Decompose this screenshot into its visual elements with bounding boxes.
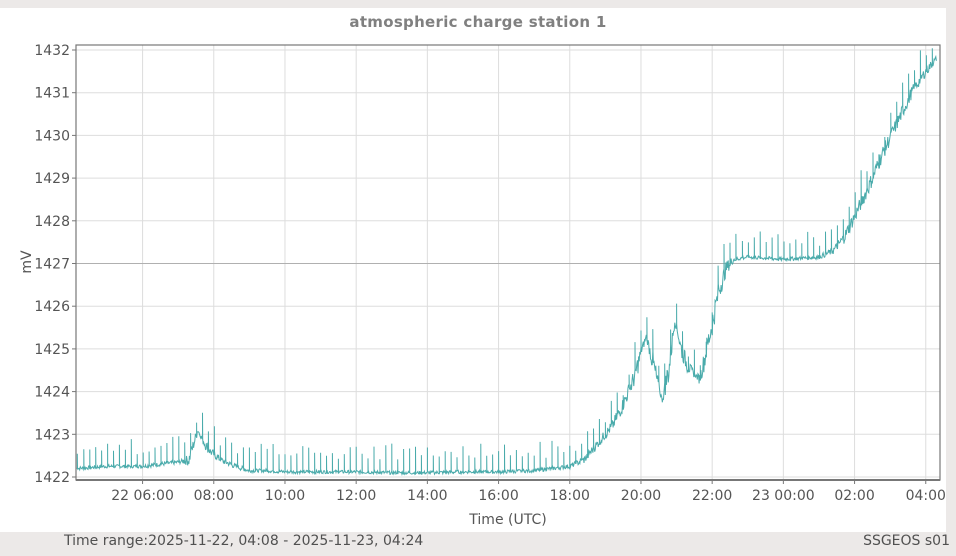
- station-id-label: SSGEOS s01: [863, 533, 950, 549]
- y-tick-label: 1428: [34, 214, 70, 230]
- y-tick-label: 1423: [34, 427, 70, 443]
- data-series-line: [76, 48, 937, 477]
- x-tick-label: 12:00: [336, 488, 376, 504]
- x-tick-label: 22 06:00: [111, 488, 174, 504]
- x-tick-label: 08:00: [194, 488, 234, 504]
- plot-frame: [75, 44, 941, 481]
- x-tick-label: 04:00: [906, 488, 946, 504]
- chart-panel: [0, 8, 946, 532]
- time-range-label: Time range:2025-11-22, 04:08 - 2025-11-2…: [64, 533, 424, 549]
- y-tick-label: 1424: [34, 385, 70, 401]
- y-tick-label: 1431: [34, 86, 70, 102]
- y-axis-ticks: 1422 1423 1424 1425 1426 1427 1428 1429 1430 1431…: [34, 43, 76, 486]
- x-axis-ticks: 22 06:00 08:00 10:00 12:00 14:00 16:00 18:00 20…: [111, 480, 946, 504]
- x-tick-label: 02:00: [834, 488, 874, 504]
- y-tick-label: 1432: [34, 43, 70, 59]
- y-tick-label: 1422: [34, 470, 70, 486]
- y-tick-label: 1427: [34, 257, 70, 273]
- x-tick-label: 16:00: [478, 488, 518, 504]
- y-tick-label: 1430: [34, 128, 70, 144]
- y-tick-label: 1429: [34, 171, 70, 187]
- y-axis-label: mV: [19, 250, 35, 274]
- x-tick-label: 14:00: [407, 488, 447, 504]
- x-tick-label: 22:00: [692, 488, 732, 504]
- chart-title: atmospheric charge station 1: [349, 13, 607, 31]
- grid-lines: [76, 45, 940, 480]
- y-tick-label: 1426: [34, 299, 70, 315]
- x-tick-label: 10:00: [265, 488, 305, 504]
- x-tick-label: 23 00:00: [752, 488, 815, 504]
- x-tick-label: 20:00: [621, 488, 661, 504]
- x-axis-label: Time (UTC): [468, 512, 546, 528]
- x-tick-label: 18:00: [550, 488, 590, 504]
- y-tick-label: 1425: [34, 342, 70, 358]
